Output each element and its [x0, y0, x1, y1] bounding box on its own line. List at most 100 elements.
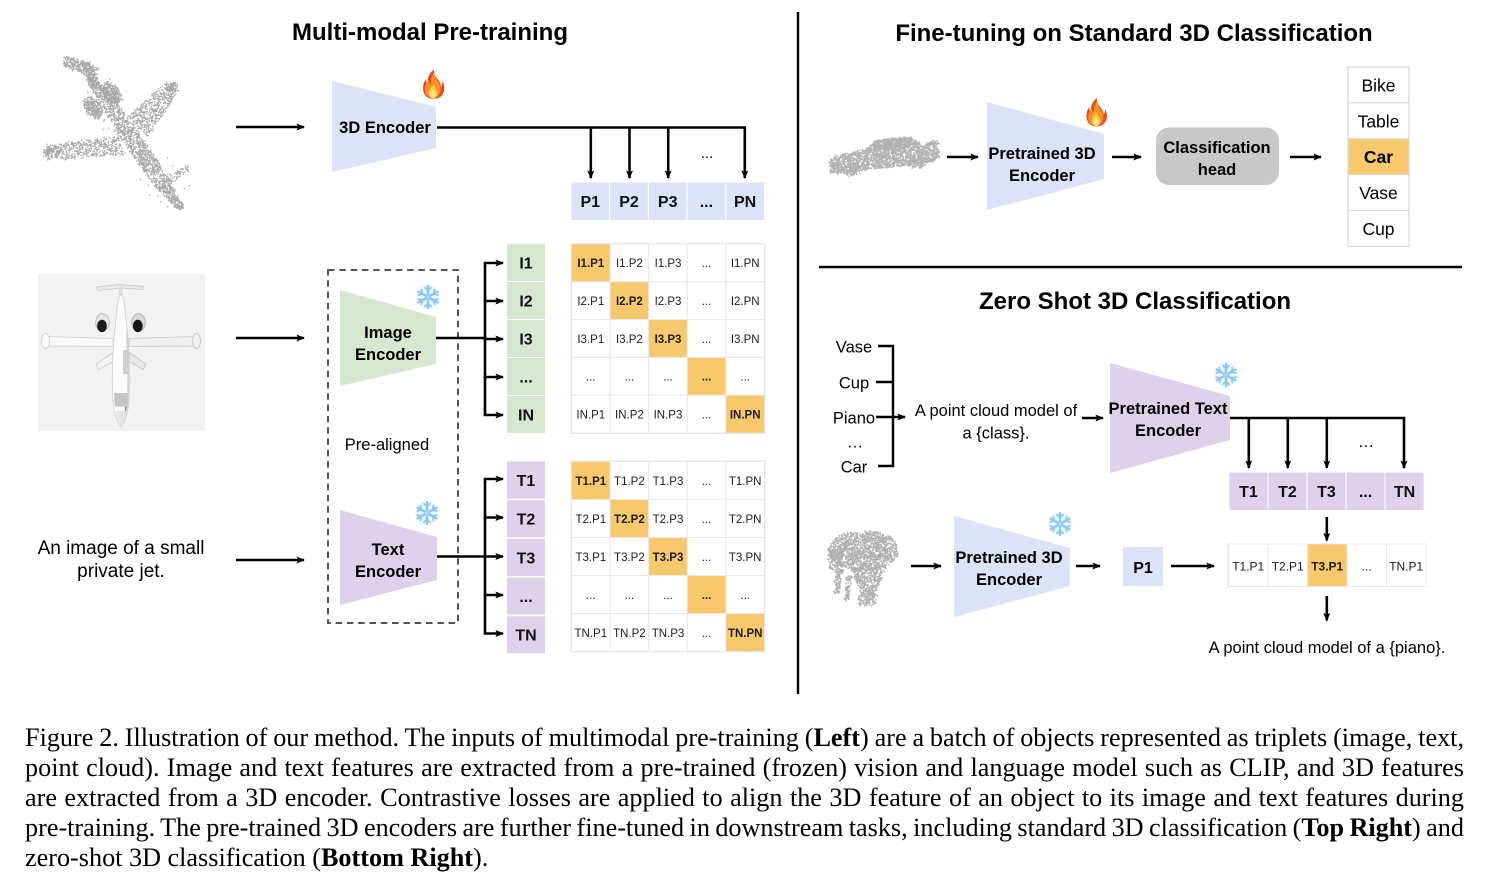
svg-text:private jet.: private jet. [77, 561, 165, 582]
svg-text:T3.P1: T3.P1 [575, 552, 606, 564]
svg-text:IN.P3: IN.P3 [654, 409, 683, 421]
svg-text:...: ... [1362, 560, 1372, 574]
svg-text:...: ... [702, 372, 712, 384]
svg-text:Classification: Classification [1163, 139, 1270, 157]
svg-text:...: ... [519, 589, 532, 606]
svg-text:Zero Shot 3D Classification: Zero Shot 3D Classification [979, 288, 1291, 315]
svg-text:...: ... [1359, 484, 1372, 501]
svg-text:Piano: Piano [833, 410, 875, 428]
svg-text:T1.P1: T1.P1 [575, 476, 606, 488]
svg-text:Multi-modal Pre-training: Multi-modal Pre-training [292, 19, 568, 46]
svg-text:...: ... [702, 514, 712, 526]
svg-text:I2.P3: I2.P3 [655, 296, 682, 308]
svg-text:T1.P2: T1.P2 [614, 476, 645, 488]
svg-text:P1: P1 [581, 194, 601, 211]
svg-text:P3: P3 [658, 194, 678, 211]
svg-text:...: ... [701, 145, 714, 162]
svg-text:...: ... [586, 590, 596, 602]
svg-text:T2: T2 [517, 512, 536, 529]
svg-text:TN: TN [515, 628, 536, 645]
svg-text:I3: I3 [519, 331, 532, 348]
svg-text:Car: Car [841, 459, 868, 477]
svg-text:Pretrained 3D: Pretrained 3D [988, 145, 1095, 163]
svg-text:TN.P2: TN.P2 [613, 628, 646, 640]
svg-text:P1: P1 [1133, 560, 1153, 577]
svg-text:a {class}.: a {class}. [963, 425, 1030, 443]
svg-text:An image of a small: An image of a small [38, 538, 205, 559]
svg-text:...: ... [702, 258, 712, 270]
svg-text:Table: Table [1358, 111, 1400, 131]
svg-text:...: ... [702, 476, 712, 488]
svg-text:Image: Image [364, 324, 412, 342]
svg-text:...: ... [625, 590, 635, 602]
svg-text:I2: I2 [519, 293, 532, 310]
svg-text:Encoder: Encoder [355, 346, 422, 364]
svg-text:Pretrained Text: Pretrained Text [1109, 400, 1228, 418]
svg-text:T3: T3 [1317, 484, 1336, 501]
svg-text:A point cloud model of a {pian: A point cloud model of a {piano}. [1209, 639, 1446, 657]
svg-text:T2: T2 [1278, 484, 1297, 501]
svg-text:Pretrained 3D: Pretrained 3D [955, 549, 1062, 567]
svg-text:I1.P1: I1.P1 [577, 258, 604, 270]
svg-text:T2.P3: T2.P3 [653, 514, 684, 526]
svg-text:...: ... [740, 372, 750, 384]
svg-text:I2.P1: I2.P1 [577, 296, 604, 308]
svg-text:...: ... [663, 590, 673, 602]
svg-text:T3: T3 [517, 550, 536, 567]
svg-text:...: ... [702, 628, 712, 640]
svg-text:T1.PN: T1.PN [729, 476, 762, 488]
svg-text:I3.P2: I3.P2 [616, 334, 643, 346]
svg-text:Fine-tuning on Standard 3D Cla: Fine-tuning on Standard 3D Classificatio… [895, 20, 1372, 47]
svg-text:Car: Car [1364, 147, 1393, 167]
svg-text:3D Encoder: 3D Encoder [339, 119, 431, 137]
svg-text:T2.PN: T2.PN [729, 514, 762, 526]
svg-text:T2.P1: T2.P1 [1272, 560, 1304, 574]
svg-text:…: … [1358, 433, 1375, 451]
svg-text:I1.PN: I1.PN [731, 258, 760, 270]
svg-text:IN.P1: IN.P1 [576, 409, 605, 421]
svg-text:A point cloud model of: A point cloud model of [915, 402, 1078, 420]
svg-text:T2.P1: T2.P1 [575, 514, 606, 526]
svg-text:...: ... [663, 372, 673, 384]
svg-text:I3.P3: I3.P3 [655, 334, 682, 346]
svg-text:IN.PN: IN.PN [730, 409, 761, 421]
svg-text:T2.P2: T2.P2 [614, 514, 645, 526]
svg-text:Cup: Cup [1362, 219, 1394, 239]
svg-text:Encoder: Encoder [355, 563, 422, 581]
svg-text:T3.P3: T3.P3 [653, 552, 684, 564]
svg-text:...: ... [702, 590, 712, 602]
svg-text:T1: T1 [517, 473, 536, 490]
svg-text:TN.P1: TN.P1 [575, 628, 608, 640]
svg-text:TN.PN: TN.PN [728, 628, 763, 640]
svg-text:…: … [847, 434, 864, 452]
svg-text:T1: T1 [1239, 484, 1258, 501]
svg-text:I1.P3: I1.P3 [655, 258, 682, 270]
svg-text:...: ... [702, 409, 712, 421]
svg-text:T3.P1: T3.P1 [1311, 560, 1343, 574]
svg-text:I1: I1 [519, 255, 532, 272]
svg-text:...: ... [586, 372, 596, 384]
svg-text:...: ... [700, 194, 713, 211]
svg-text:...: ... [519, 369, 532, 386]
svg-text:Text: Text [372, 541, 405, 559]
svg-text:...: ... [625, 372, 635, 384]
svg-text:Encoder: Encoder [1009, 167, 1076, 185]
svg-text:I2.P2: I2.P2 [616, 296, 643, 308]
svg-text:Cup: Cup [839, 375, 869, 393]
svg-text:T1.P3: T1.P3 [653, 476, 684, 488]
svg-text:...: ... [702, 552, 712, 564]
svg-text:P2: P2 [619, 194, 639, 211]
svg-text:Vase: Vase [1359, 183, 1398, 203]
svg-text:Encoder: Encoder [976, 571, 1043, 589]
svg-text:IN: IN [518, 407, 534, 424]
svg-text:Bike: Bike [1361, 75, 1395, 95]
svg-text:I3.PN: I3.PN [731, 334, 760, 346]
svg-text:I1.P2: I1.P2 [616, 258, 643, 270]
svg-text:...: ... [740, 590, 750, 602]
svg-text:I3.P1: I3.P1 [577, 334, 604, 346]
svg-text:T1.P1: T1.P1 [1232, 560, 1264, 574]
svg-text:I2.PN: I2.PN [731, 296, 760, 308]
svg-text:T3.PN: T3.PN [729, 552, 762, 564]
svg-text:TN.P1: TN.P1 [1389, 560, 1423, 574]
svg-text:Pre-aligned: Pre-aligned [345, 436, 429, 454]
